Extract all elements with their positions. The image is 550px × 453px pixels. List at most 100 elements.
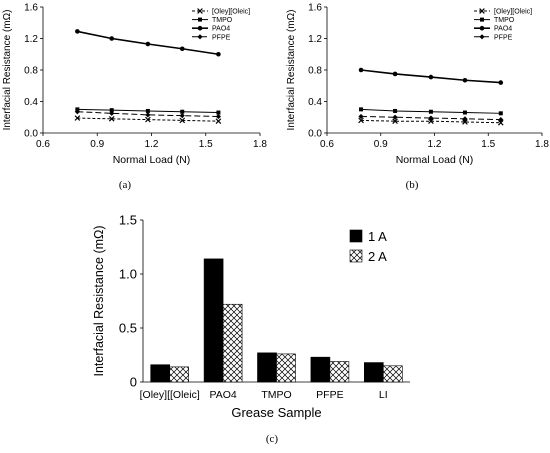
legend-entry: PFPE bbox=[212, 34, 231, 41]
legend-swatch bbox=[349, 229, 363, 243]
x-tick-label: 1.2 bbox=[428, 139, 442, 150]
bar-2-a bbox=[169, 366, 189, 383]
data-point bbox=[108, 116, 115, 122]
x-tick-label: 0.6 bbox=[36, 139, 50, 150]
data-point bbox=[428, 118, 434, 125]
legend-entry: 1 A bbox=[368, 229, 387, 244]
y-tick-label: 0 bbox=[130, 375, 137, 390]
legend-marker bbox=[480, 17, 484, 22]
y-tick-label: 0.0 bbox=[308, 129, 322, 140]
y-tick-label: 0.4 bbox=[24, 97, 38, 108]
data-point bbox=[145, 112, 151, 118]
y-axis-label: Interfacial Resistance (mΩ) bbox=[92, 225, 106, 376]
x-tick-label: 1.5 bbox=[199, 139, 213, 150]
data-point bbox=[498, 80, 504, 85]
data-point bbox=[216, 110, 221, 115]
data-point bbox=[393, 108, 398, 113]
data-point bbox=[392, 118, 398, 125]
data-point bbox=[109, 108, 114, 113]
data-point bbox=[498, 111, 503, 116]
y-tick-label: 1.5 bbox=[119, 213, 137, 228]
bar-2-a bbox=[222, 303, 243, 383]
x-tick-label: 0.6 bbox=[320, 139, 334, 150]
data-point bbox=[74, 115, 81, 121]
y-tick-label: 1.6 bbox=[24, 3, 38, 14]
bar-1-a bbox=[257, 352, 277, 383]
panel-label-c: (c) bbox=[266, 433, 279, 445]
data-point bbox=[179, 117, 186, 124]
x-tick-label: PFPE bbox=[316, 389, 343, 401]
data-point bbox=[215, 113, 222, 120]
x-tick-label: 1.5 bbox=[481, 139, 495, 150]
data-point bbox=[428, 115, 434, 121]
y-axis-label: Interfacial Resistance (mΩ) bbox=[2, 10, 13, 131]
bar-2-a bbox=[329, 361, 350, 383]
y-tick-label: 1.2 bbox=[308, 34, 322, 45]
data-point bbox=[392, 71, 398, 77]
data-point bbox=[428, 74, 434, 80]
data-point bbox=[109, 110, 115, 116]
y-tick-label: 1.0 bbox=[119, 267, 137, 282]
legend-entry: PFPE bbox=[494, 34, 513, 41]
panel-label-b: (b) bbox=[406, 179, 419, 191]
x-tick-label: 0.9 bbox=[374, 139, 388, 150]
data-point bbox=[145, 108, 150, 113]
x-tick-label: 1.2 bbox=[145, 139, 159, 150]
legend-entry: PAO4 bbox=[494, 26, 512, 33]
data-point bbox=[462, 77, 468, 83]
y-tick-label: 0.5 bbox=[119, 321, 137, 336]
data-point bbox=[109, 36, 115, 41]
data-point bbox=[216, 51, 221, 57]
x-axis-label: Normal Load (N) bbox=[113, 154, 191, 166]
legend-marker bbox=[479, 8, 485, 14]
data-point bbox=[462, 110, 467, 115]
panel-label-a: (a) bbox=[119, 179, 132, 191]
bar-chart-c: 0 0.5 1.0 1.5 [Oley][[Oleic] PAO4 TMPO PFPE LI Gr… bbox=[92, 213, 410, 420]
x-tick-label: 1.8 bbox=[253, 139, 267, 150]
x-tick-label: 0.9 bbox=[90, 139, 104, 150]
legend-entry: [Oley][Oleic] bbox=[212, 9, 250, 16]
data-point bbox=[498, 117, 504, 123]
legend-marker bbox=[198, 17, 202, 22]
legend-entry: TMPO bbox=[494, 17, 515, 24]
data-point bbox=[392, 114, 398, 120]
legend-entry: 2 A bbox=[368, 249, 387, 264]
x-axis-label: Normal Load (N) bbox=[396, 154, 474, 166]
data-point bbox=[462, 116, 468, 122]
legend-entry: TMPO bbox=[212, 17, 233, 24]
y-tick-label: 0.8 bbox=[24, 66, 38, 77]
data-point bbox=[215, 118, 222, 125]
legend-entry: PAO4 bbox=[212, 26, 230, 33]
y-tick-label: 0.0 bbox=[24, 129, 38, 140]
data-point bbox=[179, 113, 185, 119]
data-point bbox=[359, 107, 364, 112]
bar-1-a bbox=[150, 364, 170, 383]
x-tick-label: PAO4 bbox=[209, 389, 236, 401]
y-axis-label: Interfacial Resistance (mΩ) bbox=[286, 10, 297, 131]
data-point bbox=[358, 117, 364, 124]
legend-marker bbox=[479, 25, 485, 31]
legend-marker bbox=[197, 25, 203, 31]
line-chart-a: 0.6 0.9 1.2 1.5 1.8 0.0 0.4 0.8 1.2 1.6 Normal Loa… bbox=[2, 3, 267, 167]
x-tick-label: 1.8 bbox=[535, 139, 549, 150]
x-axis-label: Grease Sample bbox=[231, 405, 321, 420]
bar-2-a bbox=[382, 365, 403, 383]
bar-1-a bbox=[310, 356, 331, 383]
data-point bbox=[358, 67, 364, 73]
data-point bbox=[145, 116, 151, 123]
y-tick-label: 1.6 bbox=[308, 3, 322, 14]
series-line-pfpe bbox=[361, 115, 501, 121]
x-tick-label: [Oley][[Oleic] bbox=[140, 389, 200, 401]
x-tick-label: LI bbox=[379, 389, 388, 401]
legend-swatch bbox=[349, 249, 363, 263]
y-tick-label: 1.2 bbox=[24, 34, 38, 45]
legend-entry: [Oley][Oleic] bbox=[494, 9, 532, 16]
bar-1-a bbox=[363, 362, 384, 383]
data-point bbox=[74, 109, 80, 115]
data-point bbox=[75, 29, 80, 34]
y-tick-label: 0.8 bbox=[308, 66, 322, 77]
data-point bbox=[180, 109, 185, 114]
legend-marker bbox=[479, 34, 485, 40]
data-point bbox=[358, 113, 364, 120]
